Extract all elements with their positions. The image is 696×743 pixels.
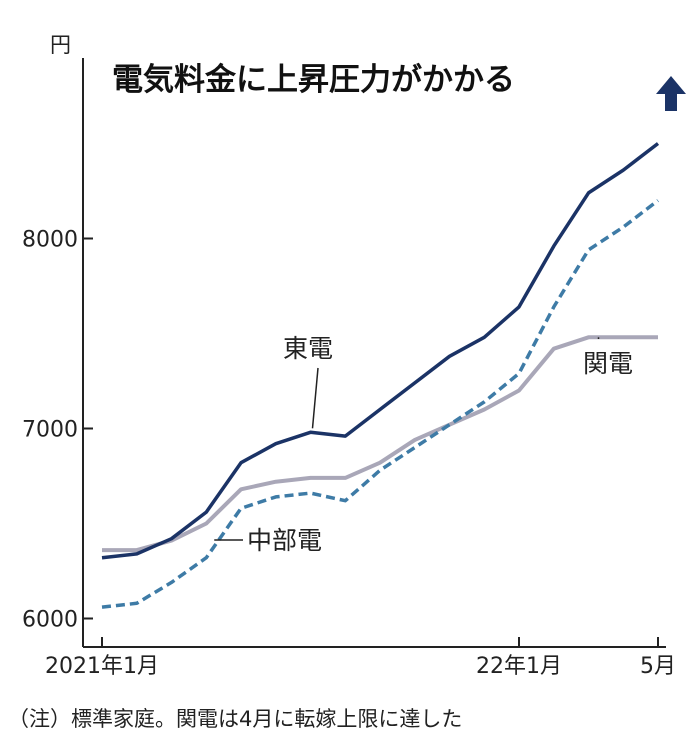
- y-tick-label: 7000: [22, 418, 78, 443]
- series-label-tokyo: 東電: [283, 334, 333, 363]
- up-arrow-icon: [656, 76, 686, 111]
- x-axis-ticks: 2021年1月 22年1月 5月: [45, 637, 676, 679]
- y-axis-ticks: 6000 7000 8000: [22, 228, 93, 633]
- leader-line-tokyo: [311, 367, 319, 429]
- series-label-chubu: 中部電: [247, 526, 322, 555]
- y-axis-unit: 円: [50, 33, 71, 57]
- series-line-chubu: [101, 199, 660, 609]
- footnote: （注）標準家庭。関電は4月に転嫁上限に達した: [8, 707, 462, 731]
- series-line-tokyo: [101, 142, 660, 560]
- x-tick-label: 22年1月: [476, 654, 562, 679]
- y-tick-label: 6000: [22, 608, 78, 633]
- series-lines: [101, 142, 660, 609]
- x-tick-label: 2021年1月: [45, 654, 159, 679]
- series-label-kansai: 関電: [583, 349, 633, 378]
- x-tick-label: 5月: [640, 654, 676, 679]
- chart-title: 電気料金に上昇圧力がかかる: [112, 62, 515, 98]
- y-tick-label: 8000: [22, 228, 78, 253]
- series-line-kansai: [102, 335, 658, 553]
